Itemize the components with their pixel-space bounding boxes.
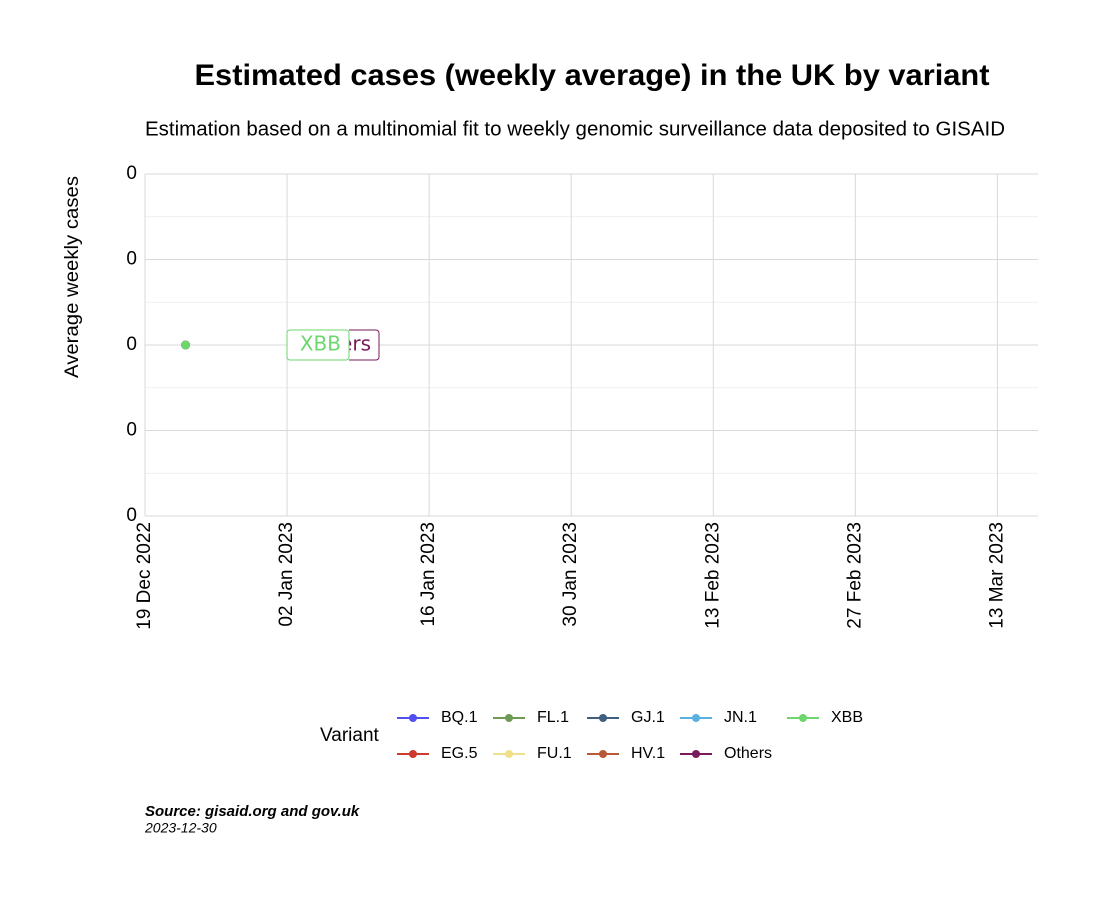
legend-marker [599,750,607,758]
y-tick-label: 0 [126,420,137,441]
legend-marker [799,714,807,722]
legend-label: XBB [831,709,863,726]
y-tick-label: 0 [126,334,137,355]
x-tick-label: 27 Feb 2023 [844,522,865,629]
caption: Source: gisaid.org and gov.uk [145,803,360,820]
legend-label: HV.1 [631,745,665,762]
legend-marker [505,714,513,722]
chart-title: Estimated cases (weekly average) in the … [195,59,990,92]
caption-date: 2023-12-30 [144,820,217,836]
legend-label: FL.1 [537,709,569,726]
data-point [181,340,191,350]
x-tick-label: 13 Mar 2023 [986,522,1007,629]
y-tick-label: 0 [126,505,137,526]
series-label-text: XBB [300,332,341,356]
x-tick-label: 13 Feb 2023 [702,522,723,629]
legend-marker [409,714,417,722]
series-label-text: Others [304,332,371,356]
chart-subtitle: Estimation based on a multinomial fit to… [145,118,1005,140]
legend-marker [692,714,700,722]
legend-label: FU.1 [537,745,572,762]
legend-label: JN.1 [724,709,757,726]
x-tick-label: 30 Jan 2023 [560,522,581,627]
label-box [349,329,380,361]
legend-label: GJ.1 [631,709,665,726]
x-tick-label: 19 Dec 2022 [134,522,155,630]
legend-label: EG.5 [441,745,478,762]
x-tick-label: 02 Jan 2023 [276,522,297,627]
legend-label: Others [724,745,772,762]
legend-marker [409,750,417,758]
label-box [286,329,350,361]
legend-marker [599,714,607,722]
y-tick-label: 0 [126,249,137,270]
legend-marker [505,750,513,758]
series-label: XBB [286,329,350,361]
legend-label: BQ.1 [441,709,478,726]
legend-marker [692,750,700,758]
y-axis-label: Average weekly cases [62,176,83,378]
y-tick-label: 0 [126,163,137,184]
x-tick-label: 16 Jan 2023 [418,522,439,627]
series-label: Others [304,329,380,361]
legend-title: Variant [320,725,380,746]
